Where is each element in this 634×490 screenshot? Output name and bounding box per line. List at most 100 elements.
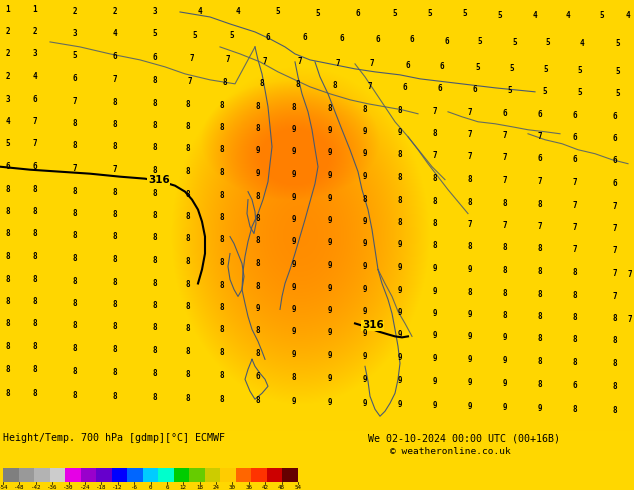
Text: 8: 8 — [260, 79, 264, 88]
Text: 6: 6 — [6, 162, 10, 171]
Text: 8: 8 — [113, 120, 117, 129]
Text: 9: 9 — [398, 263, 403, 272]
Text: 8: 8 — [573, 291, 578, 300]
Text: 9: 9 — [328, 171, 332, 180]
Text: 8: 8 — [573, 335, 578, 344]
Text: 4: 4 — [33, 73, 37, 81]
Text: 6: 6 — [503, 109, 507, 118]
Bar — [221, 468, 236, 482]
Text: 8: 8 — [538, 380, 542, 389]
Text: 7: 7 — [573, 178, 578, 187]
Text: 7: 7 — [573, 201, 578, 210]
Text: 8: 8 — [33, 185, 37, 194]
Text: 9: 9 — [432, 354, 437, 363]
Text: 8: 8 — [113, 210, 117, 219]
Text: 5: 5 — [73, 51, 77, 60]
Text: 8: 8 — [153, 143, 157, 152]
Text: 4: 4 — [198, 7, 202, 17]
Text: 8: 8 — [153, 211, 157, 220]
Text: 6: 6 — [153, 53, 157, 62]
Text: 8: 8 — [220, 258, 224, 267]
Text: 6: 6 — [356, 9, 360, 19]
Text: 3: 3 — [33, 49, 37, 58]
Text: 8: 8 — [503, 243, 507, 252]
Text: 8: 8 — [153, 393, 157, 402]
Text: 8: 8 — [220, 303, 224, 312]
Bar — [127, 468, 143, 482]
Text: 9: 9 — [292, 283, 296, 292]
Text: 8: 8 — [256, 396, 261, 405]
Text: -36: -36 — [47, 485, 58, 490]
Text: 9: 9 — [292, 327, 296, 336]
Text: 9: 9 — [328, 261, 332, 270]
Text: 8: 8 — [333, 81, 337, 90]
Text: Height/Temp. 700 hPa [gdmp][°C] ECMWF: Height/Temp. 700 hPa [gdmp][°C] ECMWF — [3, 433, 225, 443]
Text: -18: -18 — [96, 485, 107, 490]
Text: 9: 9 — [328, 284, 332, 293]
Text: 9: 9 — [503, 403, 507, 412]
Text: 8: 8 — [256, 192, 261, 201]
Bar — [252, 468, 267, 482]
Bar — [112, 468, 127, 482]
Bar — [205, 468, 221, 482]
Text: 7: 7 — [468, 108, 472, 117]
Text: 316: 316 — [148, 174, 170, 185]
Text: 8: 8 — [73, 277, 77, 286]
Text: 8: 8 — [153, 256, 157, 265]
Text: 8: 8 — [538, 290, 542, 299]
Text: 9: 9 — [398, 286, 403, 295]
Text: 5: 5 — [230, 31, 235, 41]
Text: 5: 5 — [477, 37, 482, 47]
Text: 8: 8 — [73, 299, 77, 308]
Text: 7: 7 — [73, 164, 77, 173]
Text: 6: 6 — [340, 34, 344, 44]
Text: 8: 8 — [6, 365, 10, 374]
Text: 9: 9 — [292, 305, 296, 314]
Text: -6: -6 — [131, 485, 138, 490]
Text: 8: 8 — [113, 322, 117, 331]
Text: 9: 9 — [363, 262, 367, 271]
Text: 7: 7 — [573, 245, 578, 254]
Text: 7: 7 — [573, 223, 578, 232]
Text: 8: 8 — [468, 198, 472, 207]
Text: 9: 9 — [432, 309, 437, 318]
Text: 7: 7 — [298, 57, 302, 66]
Bar — [49, 468, 65, 482]
Text: 9: 9 — [328, 351, 332, 360]
Text: 7: 7 — [612, 246, 618, 255]
Text: 8: 8 — [73, 254, 77, 263]
Text: 8: 8 — [186, 144, 190, 153]
Text: 1: 1 — [33, 5, 37, 15]
Text: 7: 7 — [503, 176, 507, 185]
Text: 8: 8 — [33, 297, 37, 306]
Text: 9: 9 — [503, 356, 507, 365]
Text: 7: 7 — [468, 220, 472, 229]
Bar — [81, 468, 96, 482]
Text: 6: 6 — [266, 33, 270, 43]
Text: 8: 8 — [398, 150, 403, 159]
Text: 8: 8 — [6, 389, 10, 398]
Text: 8: 8 — [73, 141, 77, 150]
Text: 6: 6 — [444, 37, 450, 47]
Text: 9: 9 — [432, 287, 437, 296]
Text: 9: 9 — [292, 215, 296, 224]
Text: 8: 8 — [503, 266, 507, 275]
Text: 8: 8 — [153, 76, 157, 85]
Text: 7: 7 — [612, 224, 618, 233]
Text: 5: 5 — [392, 9, 398, 19]
Text: 8: 8 — [186, 257, 190, 266]
Text: 8: 8 — [432, 129, 437, 138]
Text: 8: 8 — [73, 119, 77, 128]
Text: 4: 4 — [6, 117, 10, 126]
Text: 5: 5 — [153, 29, 157, 38]
Text: 7: 7 — [612, 292, 618, 301]
Text: 5: 5 — [276, 7, 280, 17]
Text: 6: 6 — [612, 156, 618, 165]
Text: 8: 8 — [33, 229, 37, 238]
Text: 8: 8 — [153, 301, 157, 310]
Text: 8: 8 — [113, 142, 117, 151]
Text: 36: 36 — [245, 485, 252, 490]
Text: 8: 8 — [256, 259, 261, 268]
Text: 8: 8 — [432, 174, 437, 183]
Text: 8: 8 — [398, 173, 403, 182]
